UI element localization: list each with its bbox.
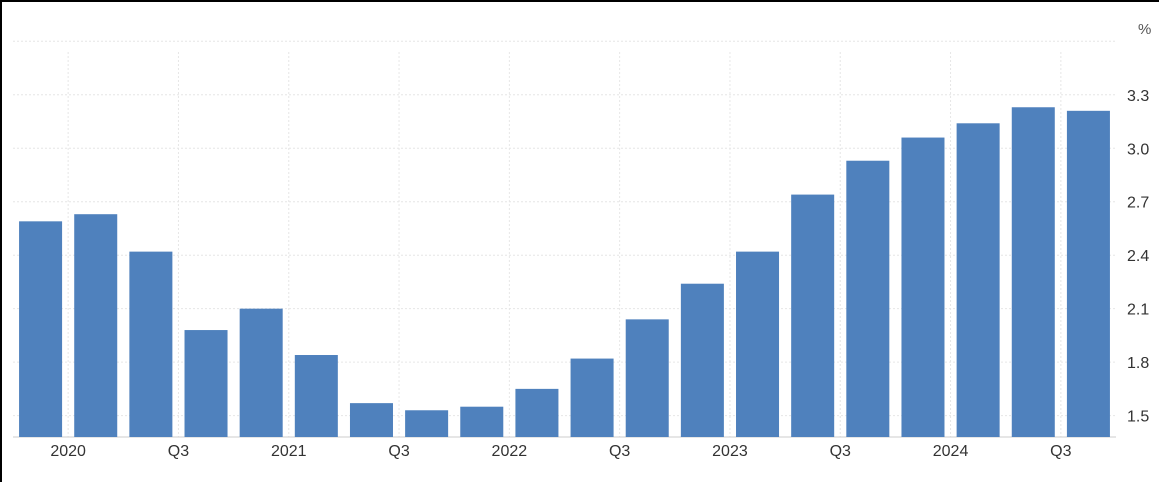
y-tick-label: 1.8 xyxy=(1127,355,1149,372)
x-tick-label: 2020 xyxy=(50,443,86,460)
bar[interactable] xyxy=(901,137,945,438)
gridlines xyxy=(13,40,1116,438)
x-tick-label: Q3 xyxy=(168,443,189,460)
x-tick-label: Q3 xyxy=(830,443,851,460)
bar[interactable] xyxy=(791,194,835,437)
bar[interactable] xyxy=(1011,107,1055,437)
bar[interactable] xyxy=(294,355,338,437)
x-tick-label: Q3 xyxy=(388,443,409,460)
x-axis-ticks: 2020 Q3 2021 Q3 2022 Q3 2023 Q3 2024 Q3 xyxy=(50,443,1071,460)
bar[interactable] xyxy=(349,403,393,437)
bar[interactable] xyxy=(239,308,283,437)
bar[interactable] xyxy=(184,330,228,437)
bar[interactable] xyxy=(19,221,63,437)
x-tick-label: Q3 xyxy=(1050,443,1071,460)
bar[interactable] xyxy=(460,406,504,437)
bar[interactable] xyxy=(625,319,669,437)
bar[interactable] xyxy=(570,358,614,437)
bar[interactable] xyxy=(405,410,449,437)
bar[interactable] xyxy=(129,251,173,437)
y-axis-ticks: 1.5 1.8 2.1 2.4 2.7 3.0 3.3 xyxy=(1127,88,1149,426)
y-tick-label: 3.3 xyxy=(1127,88,1149,105)
bar[interactable] xyxy=(680,283,724,437)
y-tick-label: 2.1 xyxy=(1127,302,1149,319)
bar[interactable] xyxy=(736,251,780,437)
x-tick-label: 2022 xyxy=(492,443,528,460)
bar[interactable] xyxy=(956,123,1000,437)
bar[interactable] xyxy=(846,160,890,437)
y-tick-label: 3.0 xyxy=(1127,141,1149,158)
y-tick-label: 1.5 xyxy=(1127,409,1149,426)
bar[interactable] xyxy=(515,388,559,437)
unit-label: % xyxy=(1138,21,1151,38)
x-tick-label: Q3 xyxy=(609,443,630,460)
bars xyxy=(19,107,1110,438)
x-tick-label: 2024 xyxy=(933,443,969,460)
x-tick-label: 2023 xyxy=(712,443,748,460)
bar[interactable] xyxy=(1066,110,1110,437)
x-tick-label: 2021 xyxy=(271,443,307,460)
y-tick-label: 2.4 xyxy=(1127,248,1149,265)
bar[interactable] xyxy=(74,214,118,437)
y-tick-label: 2.7 xyxy=(1127,195,1149,212)
